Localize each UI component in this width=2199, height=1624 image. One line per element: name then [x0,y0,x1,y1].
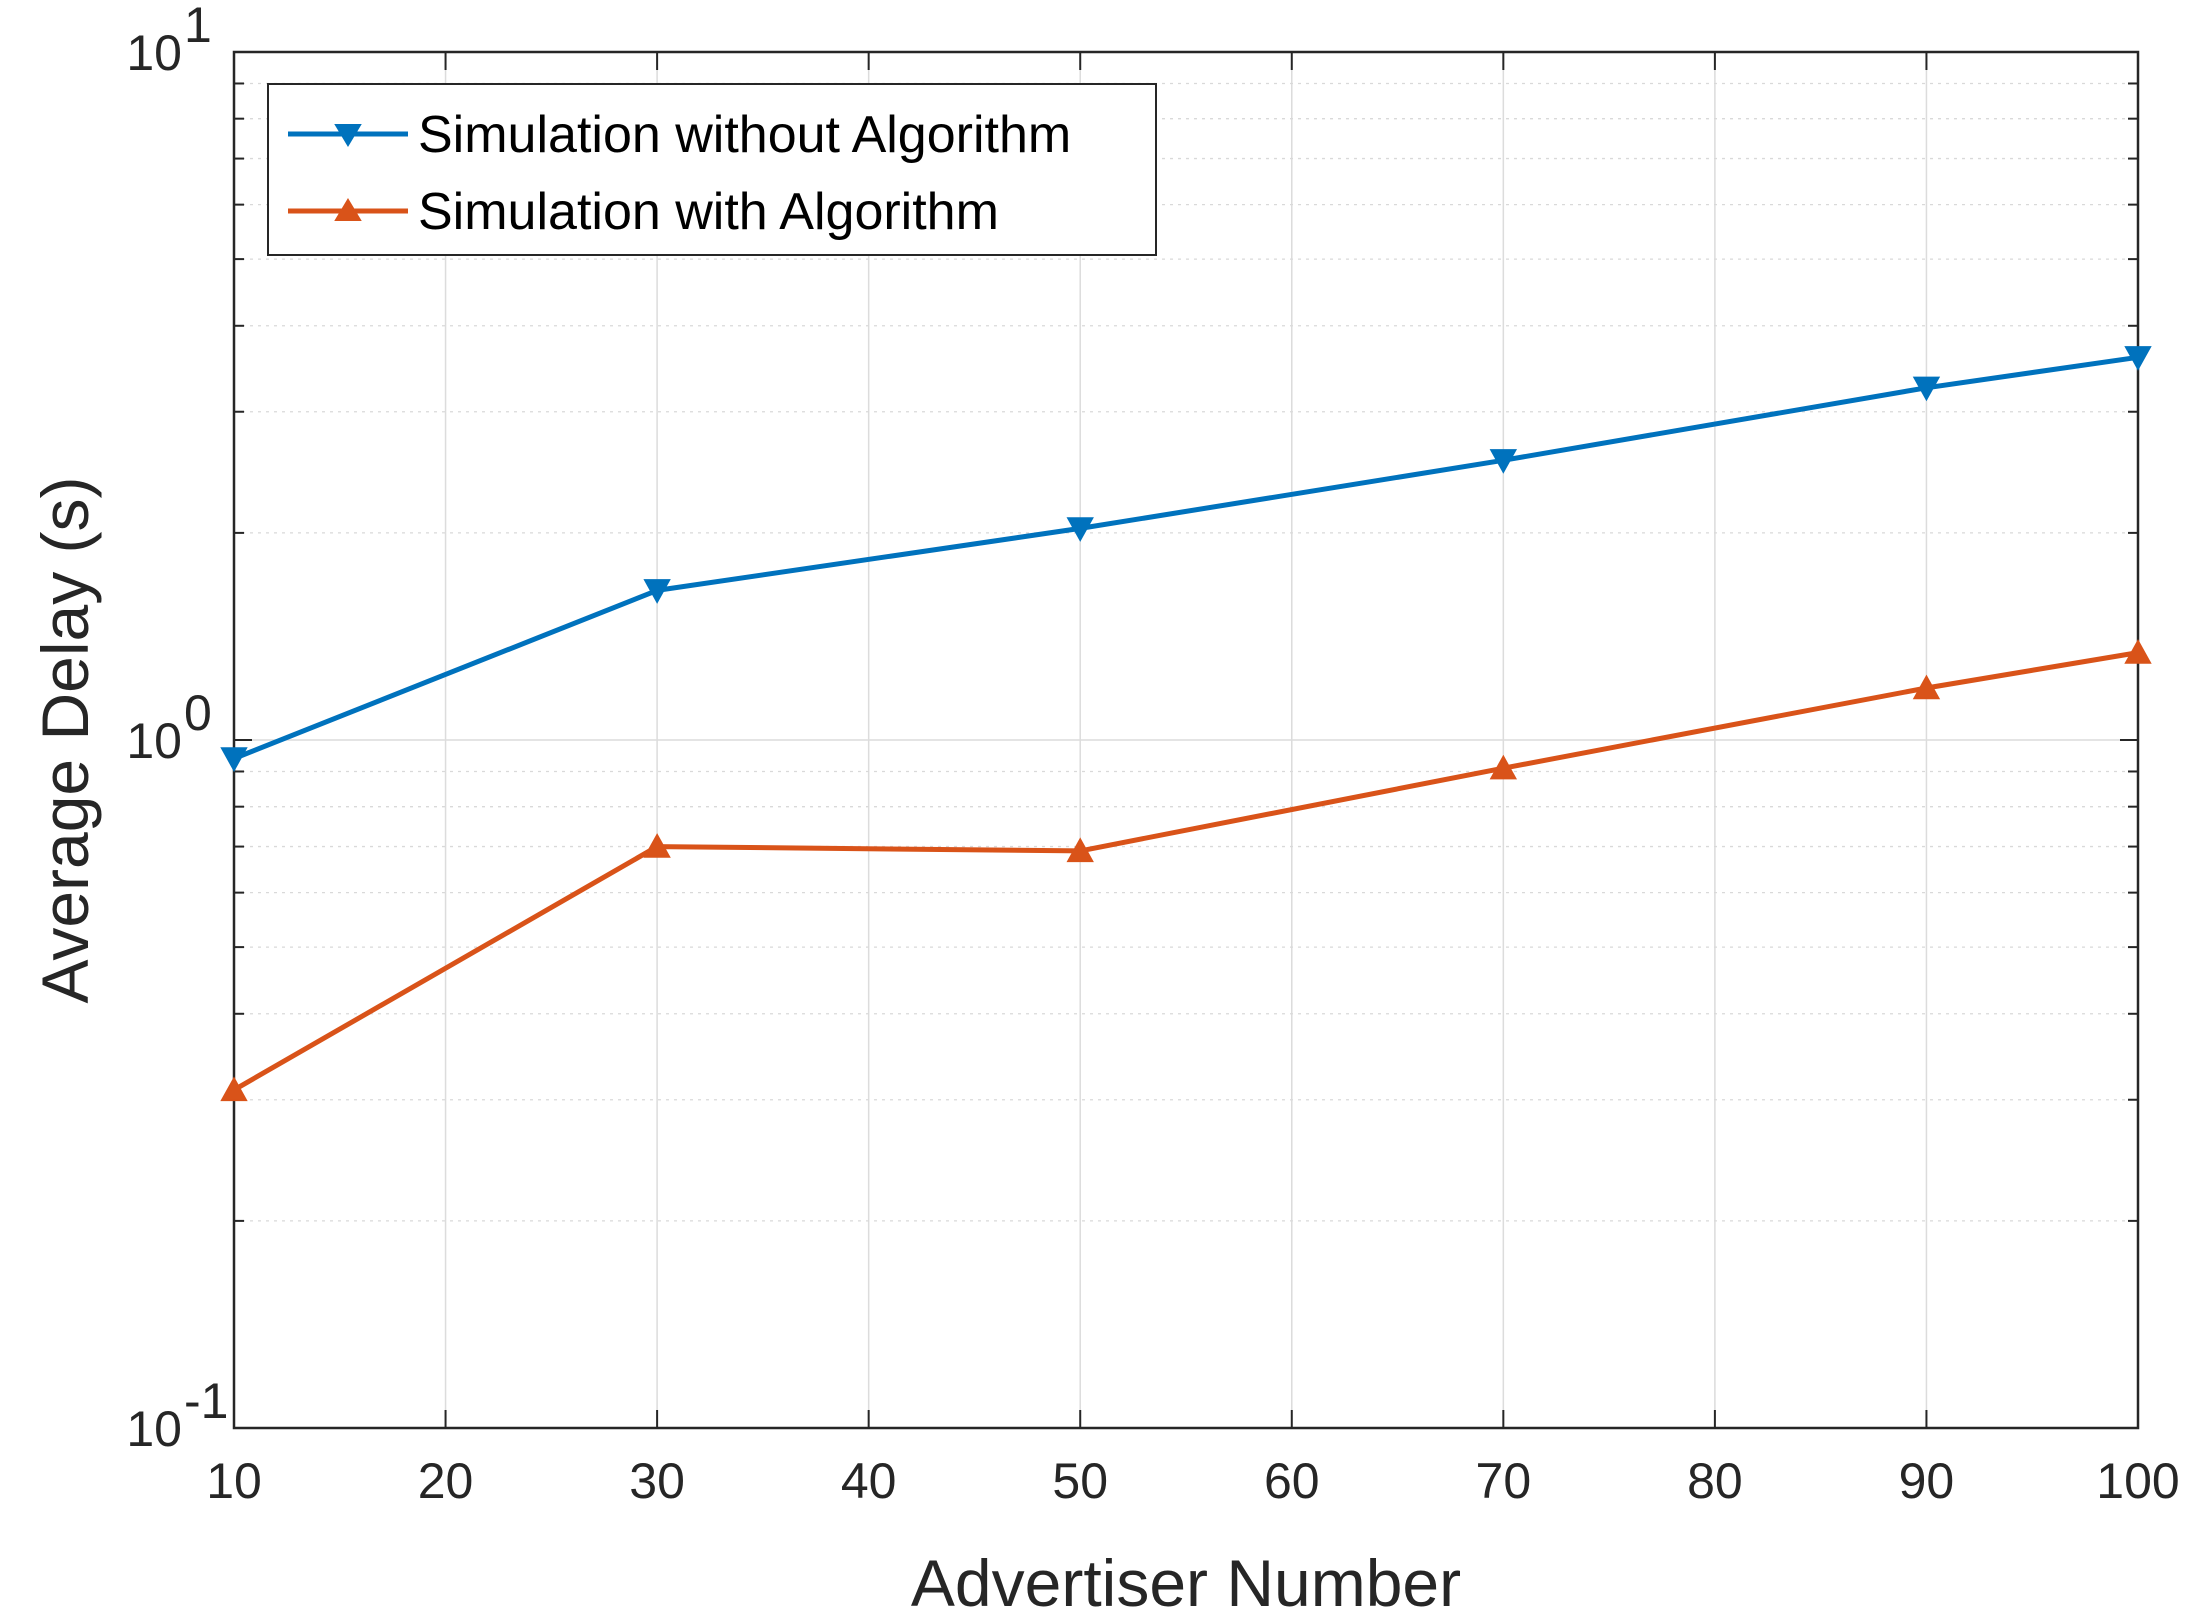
series-2-point [643,833,671,858]
x-tick-label: 90 [1899,1453,1955,1509]
series-2-point [1489,754,1518,780]
legend: Simulation without Algorithm Simulation … [267,83,1157,256]
x-tick-label: 100 [2096,1453,2179,1509]
series-2-point [1066,837,1094,863]
y-tick-exponent: 0 [184,685,212,741]
legend-marker-series-2 [334,198,362,221]
series-1-point [2124,346,2152,371]
series-line-1 [233,354,2139,761]
y-tick-label: 10 [126,713,182,769]
legend-label-series-2: Simulation with Algorithm [418,183,999,241]
x-tick-label: 70 [1476,1453,1532,1509]
y-tick-label: 10 [126,25,182,81]
y-tick-exponent: -1 [184,1373,228,1429]
series-2-point [1912,674,1941,700]
x-axis-title: Advertiser Number [911,1546,1461,1620]
series-1-point [220,747,248,772]
x-tick-label: 80 [1687,1453,1743,1509]
x-tick-label: 60 [1264,1453,1320,1509]
legend-label-series-1: Simulation without Algorithm [418,106,1071,164]
x-tick-label: 40 [841,1453,897,1509]
series-1-point [1066,517,1094,542]
x-tick-label: 50 [1052,1453,1108,1509]
y-tick-exponent: 1 [184,0,212,53]
y-tick-label: 10 [126,1401,182,1457]
series-1-point [1912,376,1941,402]
series [220,346,2152,1102]
y-axis-title: Average Delay (s) [28,476,102,1003]
x-tick-label: 30 [629,1453,685,1509]
grid [234,52,2138,1428]
series-2-point [220,1076,248,1102]
x-tick-label: 10 [206,1453,262,1509]
legend-marker-series-1 [334,124,362,147]
series-1-point [1489,449,1518,474]
legend-box [267,83,1157,256]
series-line-2 [232,650,2139,1093]
series-2-point [2124,639,2152,664]
series-1-point [643,579,671,604]
x-tick-label: 20 [418,1453,474,1509]
